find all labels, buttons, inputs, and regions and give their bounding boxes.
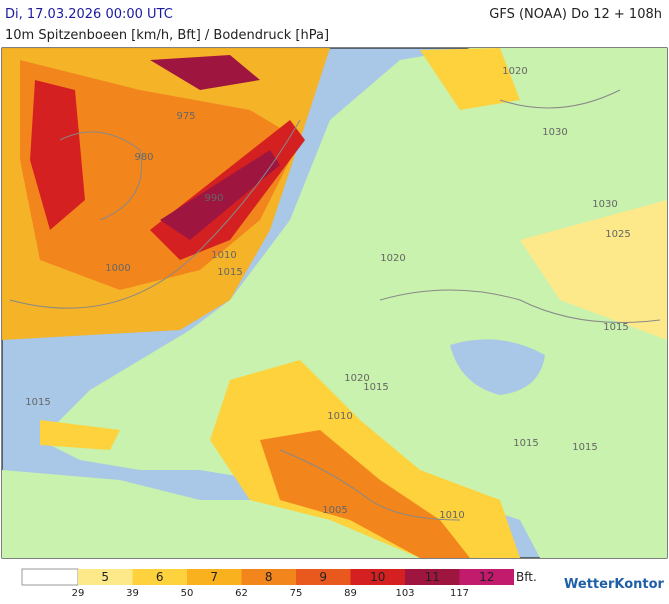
legend-threshold: 29	[72, 588, 85, 599]
datetime: Di, 17.03.2026 00:00 UTC	[5, 7, 173, 22]
isobar-label: 975	[176, 111, 195, 122]
legend-swatch	[132, 569, 187, 585]
isobar-label: 1030	[542, 127, 567, 138]
legend-bft: 6	[156, 570, 164, 584]
legend-bft: 11	[425, 570, 440, 584]
legend-swatch	[405, 569, 460, 585]
isobar-label: 1020	[502, 66, 527, 77]
legend-swatch	[187, 569, 242, 585]
isobar-label: 1015	[572, 442, 597, 453]
legend-bft: 5	[101, 570, 109, 584]
legend-threshold: 50	[181, 588, 194, 599]
legend-bft: 10	[370, 570, 385, 584]
legend-unit: Bft.	[516, 570, 537, 584]
wind-baltic	[420, 48, 520, 110]
map	[1, 47, 668, 559]
legend-threshold: 89	[344, 588, 357, 599]
isobar-label: 1005	[322, 505, 347, 516]
isobar-label: 980	[134, 152, 153, 163]
legend-swatch	[78, 569, 133, 585]
isobar-label: 990	[204, 193, 223, 204]
isobar-label: 1015	[363, 382, 388, 393]
legend-threshold: 39	[126, 588, 139, 599]
legend-bft: 12	[479, 570, 494, 584]
model-info: GFS (NOAA) Do 12 + 108h	[489, 7, 662, 22]
isobar-label: 1020	[380, 253, 405, 264]
wind-max	[160, 150, 280, 240]
wind-iberia	[40, 420, 120, 450]
wind-north	[150, 55, 260, 90]
legend: 5 6 7 8 9 10 11 12 Bft.29 39 50 62 75 89 103 117	[21, 568, 537, 599]
wind-west	[30, 80, 85, 230]
legend-threshold: 62	[235, 588, 248, 599]
isobar-label: 1015	[603, 322, 628, 333]
legend-bft: 9	[319, 570, 327, 584]
wind-east	[520, 200, 667, 340]
wind-med	[210, 360, 520, 558]
isobar-label: 1015	[25, 397, 50, 408]
legend-threshold: 103	[395, 588, 414, 599]
isobar-label: 1025	[605, 229, 630, 240]
legend-threshold: 117	[450, 588, 469, 599]
isobar-label: 1015	[513, 438, 538, 449]
legend-bft: 7	[210, 570, 218, 584]
legend-bft: 8	[265, 570, 273, 584]
isobar-label: 1015	[217, 267, 242, 278]
legend-blank	[21, 568, 79, 586]
logo: WetterKontor	[564, 577, 665, 592]
legend-swatch	[459, 569, 514, 585]
legend-swatch	[241, 569, 296, 585]
land-europe	[40, 48, 667, 558]
isobar-label: 1010	[439, 510, 464, 521]
black-sea	[450, 339, 545, 395]
isobar-label: 1010	[327, 411, 352, 422]
legend-swatch	[296, 569, 351, 585]
isobar-label: 1010	[211, 250, 236, 261]
isobar-label: 1020	[344, 373, 369, 384]
subtitle: 10m Spitzenboeen [km/h, Bft] / Bodendruc…	[5, 28, 329, 43]
legend-swatch	[350, 569, 405, 585]
isobar-label: 1030	[592, 199, 617, 210]
wind-med-core	[260, 430, 470, 558]
legend-threshold: 75	[290, 588, 303, 599]
isobar-label: 1000	[105, 263, 130, 274]
